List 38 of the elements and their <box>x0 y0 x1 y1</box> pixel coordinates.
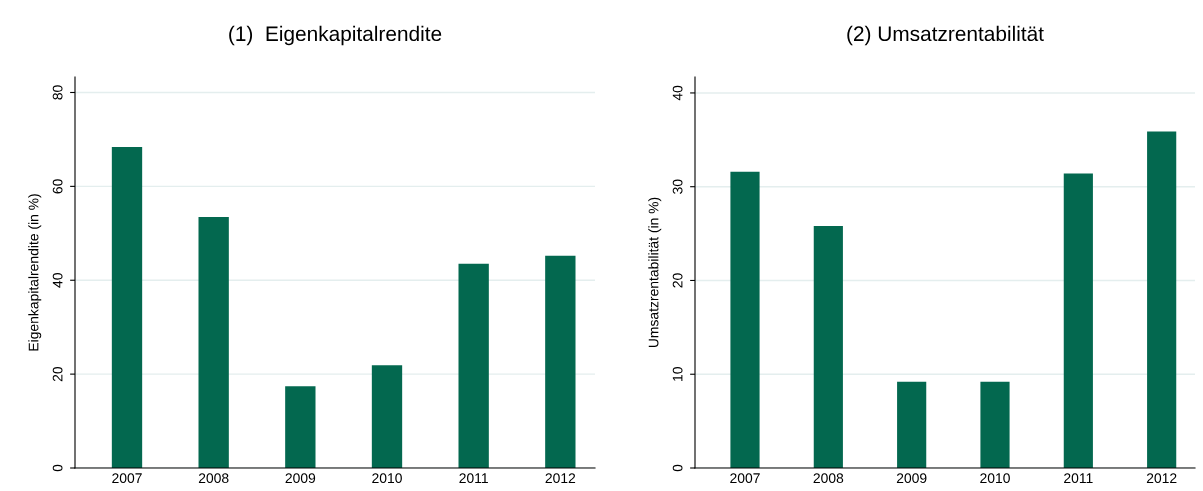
bar <box>545 255 576 468</box>
x-tick-label: 2009 <box>285 473 316 484</box>
y-tick-label: 40 <box>672 85 683 101</box>
bar <box>897 381 927 468</box>
chart-title: (2) Umsatzrentabilität <box>847 25 1044 46</box>
bar <box>813 226 843 468</box>
y-axis-title: Eigenkapitalrendite (in %) <box>28 194 42 351</box>
x-tick-label: 2011 <box>459 473 488 484</box>
bar <box>198 216 229 468</box>
x-tick-label: 2010 <box>372 473 402 484</box>
y-tick-label: 10 <box>672 367 683 381</box>
x-tick-label: 2011 <box>1064 473 1093 484</box>
y-tick-label: 20 <box>672 273 683 288</box>
bar <box>1063 173 1093 468</box>
bar <box>1147 131 1177 468</box>
y-tick-label: 20 <box>52 366 63 382</box>
y-tick-label: 30 <box>672 179 683 194</box>
x-tick-label: 2008 <box>813 473 844 484</box>
x-tick-label: 2012 <box>545 473 576 484</box>
y-tick-label: 0 <box>672 464 683 472</box>
x-tick-label: 2012 <box>1146 473 1177 484</box>
x-tick-label: 2010 <box>980 473 1010 484</box>
bar <box>371 365 403 468</box>
bar <box>111 146 143 468</box>
bar <box>980 381 1010 468</box>
y-tick-label: 40 <box>52 273 63 288</box>
y-tick-label: 0 <box>52 464 63 472</box>
y-tick-label: 60 <box>52 179 63 194</box>
x-tick-label: 2007 <box>730 473 760 484</box>
y-tick-label: 80 <box>52 85 63 100</box>
x-tick-label: 2008 <box>198 473 229 484</box>
x-tick-label: 2009 <box>896 473 927 484</box>
bar <box>730 171 760 468</box>
chart-title: (1) Eigenkapitalrendite <box>229 25 442 46</box>
bar <box>285 386 316 468</box>
y-axis-title: Umsatzrentabilität (in %) <box>648 197 662 348</box>
bar <box>458 263 489 468</box>
x-tick-label: 2007 <box>112 473 142 484</box>
